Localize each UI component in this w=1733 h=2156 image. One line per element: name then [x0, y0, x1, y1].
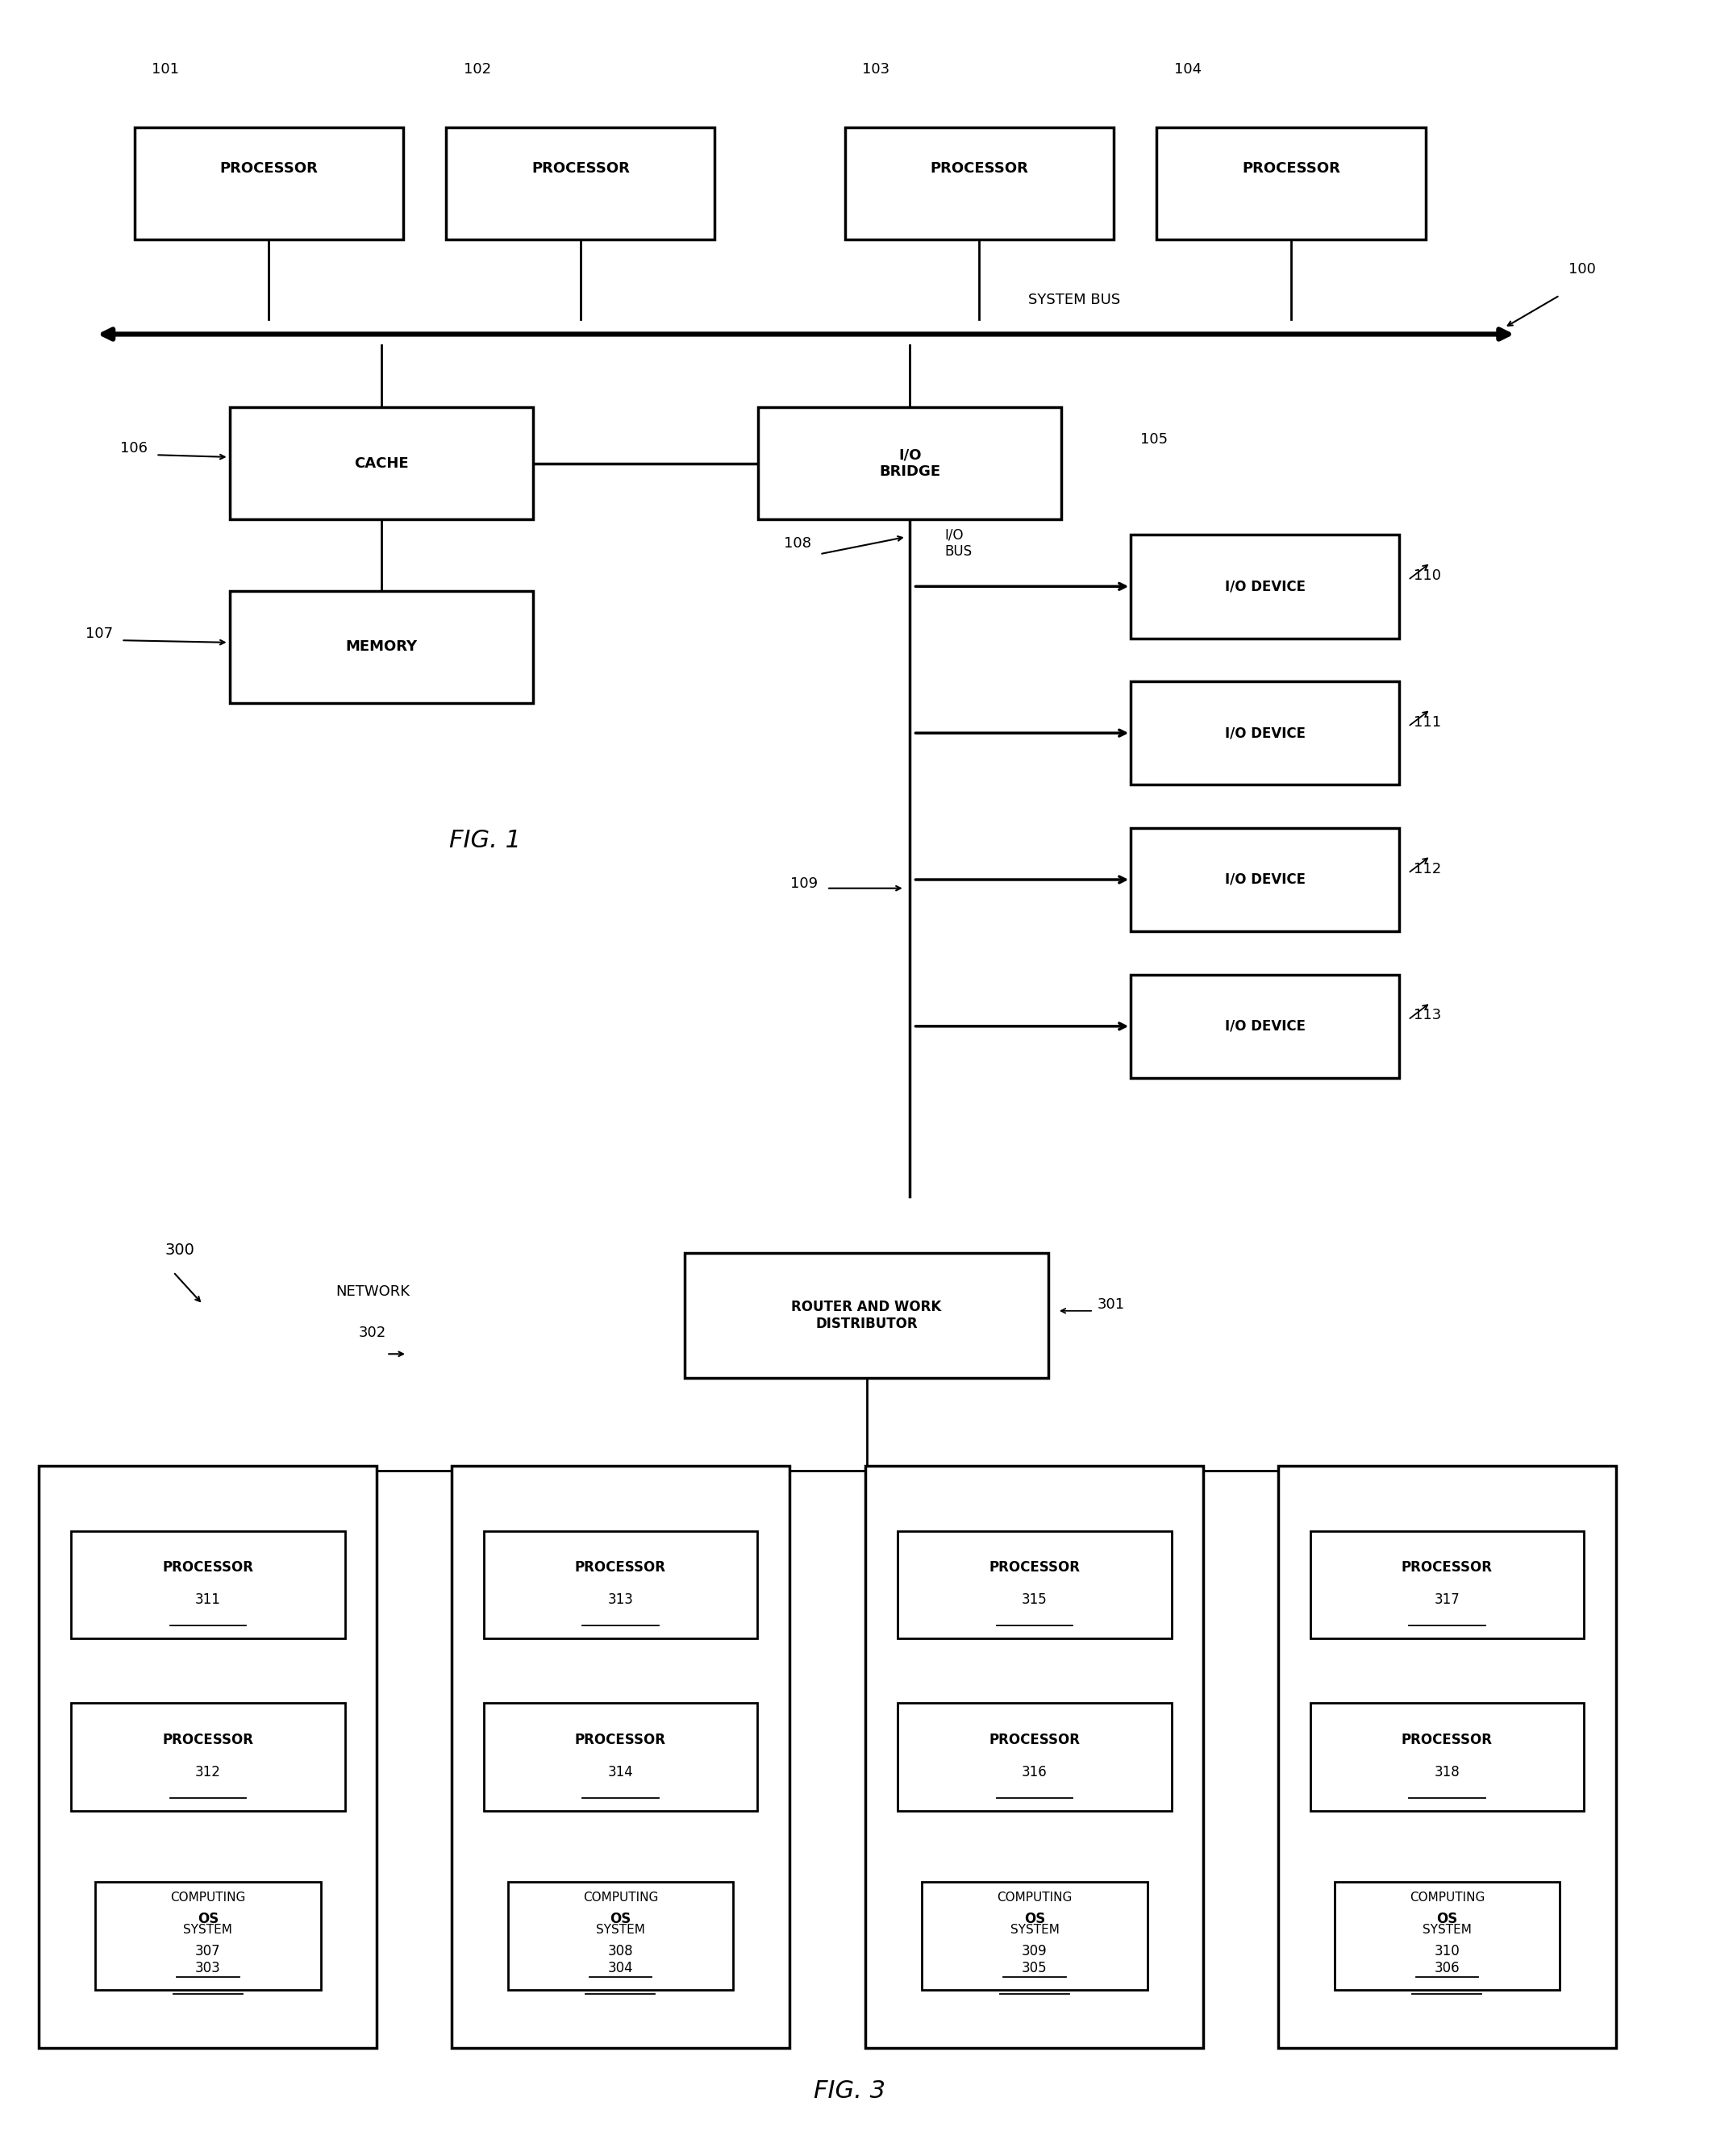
Text: 309: 309 — [1022, 1945, 1047, 1958]
Text: PROCESSOR: PROCESSOR — [931, 162, 1028, 175]
Text: PROCESSOR: PROCESSOR — [990, 1561, 1080, 1574]
Bar — [229, 591, 534, 703]
Text: 113: 113 — [1414, 1009, 1440, 1022]
Bar — [95, 1882, 321, 1990]
Text: COMPUTING: COMPUTING — [582, 1891, 659, 1904]
Text: ROUTER AND WORK
DISTRIBUTOR: ROUTER AND WORK DISTRIBUTOR — [792, 1300, 941, 1330]
Bar — [229, 407, 534, 520]
Text: 110: 110 — [1414, 569, 1440, 582]
Text: 312: 312 — [196, 1766, 220, 1779]
Text: 313: 313 — [608, 1593, 633, 1606]
Bar — [844, 127, 1113, 239]
Text: 104: 104 — [1175, 63, 1201, 75]
Text: PROCESSOR: PROCESSOR — [1243, 162, 1340, 175]
Text: PROCESSOR: PROCESSOR — [1402, 1561, 1492, 1574]
Text: I/O DEVICE: I/O DEVICE — [1225, 580, 1305, 593]
Bar — [71, 1531, 345, 1639]
Bar — [865, 1466, 1203, 2048]
Text: I/O
BUS: I/O BUS — [944, 528, 972, 558]
Bar — [1310, 1703, 1584, 1811]
Bar — [135, 127, 402, 239]
Text: 101: 101 — [153, 63, 178, 75]
Text: 304: 304 — [608, 1962, 633, 1975]
Text: 100: 100 — [1568, 263, 1596, 276]
Bar — [1130, 975, 1400, 1078]
Bar — [71, 1703, 345, 1811]
Text: OS: OS — [610, 1912, 631, 1925]
Text: 308: 308 — [608, 1945, 633, 1958]
Text: 107: 107 — [85, 627, 113, 640]
Bar — [484, 1531, 757, 1639]
Text: PROCESSOR: PROCESSOR — [575, 1733, 665, 1746]
Text: PROCESSOR: PROCESSOR — [575, 1561, 665, 1574]
Text: PROCESSOR: PROCESSOR — [220, 162, 317, 175]
Bar — [1130, 828, 1400, 931]
Text: 317: 317 — [1435, 1593, 1459, 1606]
Text: COMPUTING: COMPUTING — [1409, 1891, 1485, 1904]
Text: 300: 300 — [165, 1242, 194, 1259]
Text: SYSTEM: SYSTEM — [184, 1923, 232, 1936]
Bar — [484, 1703, 757, 1811]
Text: 302: 302 — [359, 1326, 386, 1339]
Bar — [1130, 681, 1400, 785]
Bar — [898, 1703, 1172, 1811]
Text: 108: 108 — [783, 537, 811, 550]
Bar — [1158, 127, 1425, 239]
Text: NETWORK: NETWORK — [336, 1285, 409, 1298]
Bar — [1310, 1531, 1584, 1639]
Text: I/O DEVICE: I/O DEVICE — [1225, 873, 1305, 886]
Bar — [1130, 535, 1400, 638]
Text: 109: 109 — [790, 877, 818, 890]
Text: PROCESSOR: PROCESSOR — [990, 1733, 1080, 1746]
Text: 105: 105 — [1140, 433, 1168, 446]
Text: OS: OS — [1437, 1912, 1457, 1925]
Text: OS: OS — [1024, 1912, 1045, 1925]
Text: 106: 106 — [120, 442, 147, 455]
Bar — [447, 127, 716, 239]
Text: 311: 311 — [196, 1593, 220, 1606]
Text: I/O
BRIDGE: I/O BRIDGE — [879, 448, 941, 479]
Text: 305: 305 — [1022, 1962, 1047, 1975]
Text: COMPUTING: COMPUTING — [170, 1891, 246, 1904]
Text: PROCESSOR: PROCESSOR — [163, 1561, 253, 1574]
Bar — [451, 1466, 790, 2048]
Text: SYSTEM BUS: SYSTEM BUS — [1028, 293, 1121, 306]
Text: MEMORY: MEMORY — [345, 640, 418, 653]
Text: SYSTEM: SYSTEM — [1423, 1923, 1471, 1936]
Text: 316: 316 — [1022, 1766, 1047, 1779]
Bar — [759, 407, 1061, 520]
Text: SYSTEM: SYSTEM — [596, 1923, 645, 1936]
Text: 314: 314 — [608, 1766, 633, 1779]
Text: 103: 103 — [861, 63, 889, 75]
Text: 112: 112 — [1414, 862, 1440, 875]
Text: 310: 310 — [1435, 1945, 1459, 1958]
Text: 102: 102 — [464, 63, 490, 75]
Text: 303: 303 — [196, 1962, 220, 1975]
Text: PROCESSOR: PROCESSOR — [1402, 1733, 1492, 1746]
Text: 315: 315 — [1022, 1593, 1047, 1606]
Bar — [922, 1882, 1147, 1990]
Text: 306: 306 — [1435, 1962, 1459, 1975]
Text: I/O DEVICE: I/O DEVICE — [1225, 727, 1305, 740]
Bar — [1334, 1882, 1560, 1990]
Text: SYSTEM: SYSTEM — [1010, 1923, 1059, 1936]
Bar — [508, 1882, 733, 1990]
Text: CACHE: CACHE — [354, 457, 409, 470]
Text: PROCESSOR: PROCESSOR — [532, 162, 629, 175]
Bar — [1277, 1466, 1615, 2048]
Text: FIG. 3: FIG. 3 — [813, 2081, 886, 2102]
Bar — [38, 1466, 378, 2048]
Text: 318: 318 — [1435, 1766, 1459, 1779]
Text: 307: 307 — [196, 1945, 220, 1958]
Text: COMPUTING: COMPUTING — [996, 1891, 1073, 1904]
Bar — [685, 1253, 1048, 1378]
Text: PROCESSOR: PROCESSOR — [163, 1733, 253, 1746]
Text: OS: OS — [198, 1912, 218, 1925]
Text: 301: 301 — [1097, 1298, 1125, 1311]
Bar — [898, 1531, 1172, 1639]
Text: 111: 111 — [1414, 716, 1440, 729]
Text: I/O DEVICE: I/O DEVICE — [1225, 1020, 1305, 1033]
Text: FIG. 1: FIG. 1 — [449, 830, 522, 852]
